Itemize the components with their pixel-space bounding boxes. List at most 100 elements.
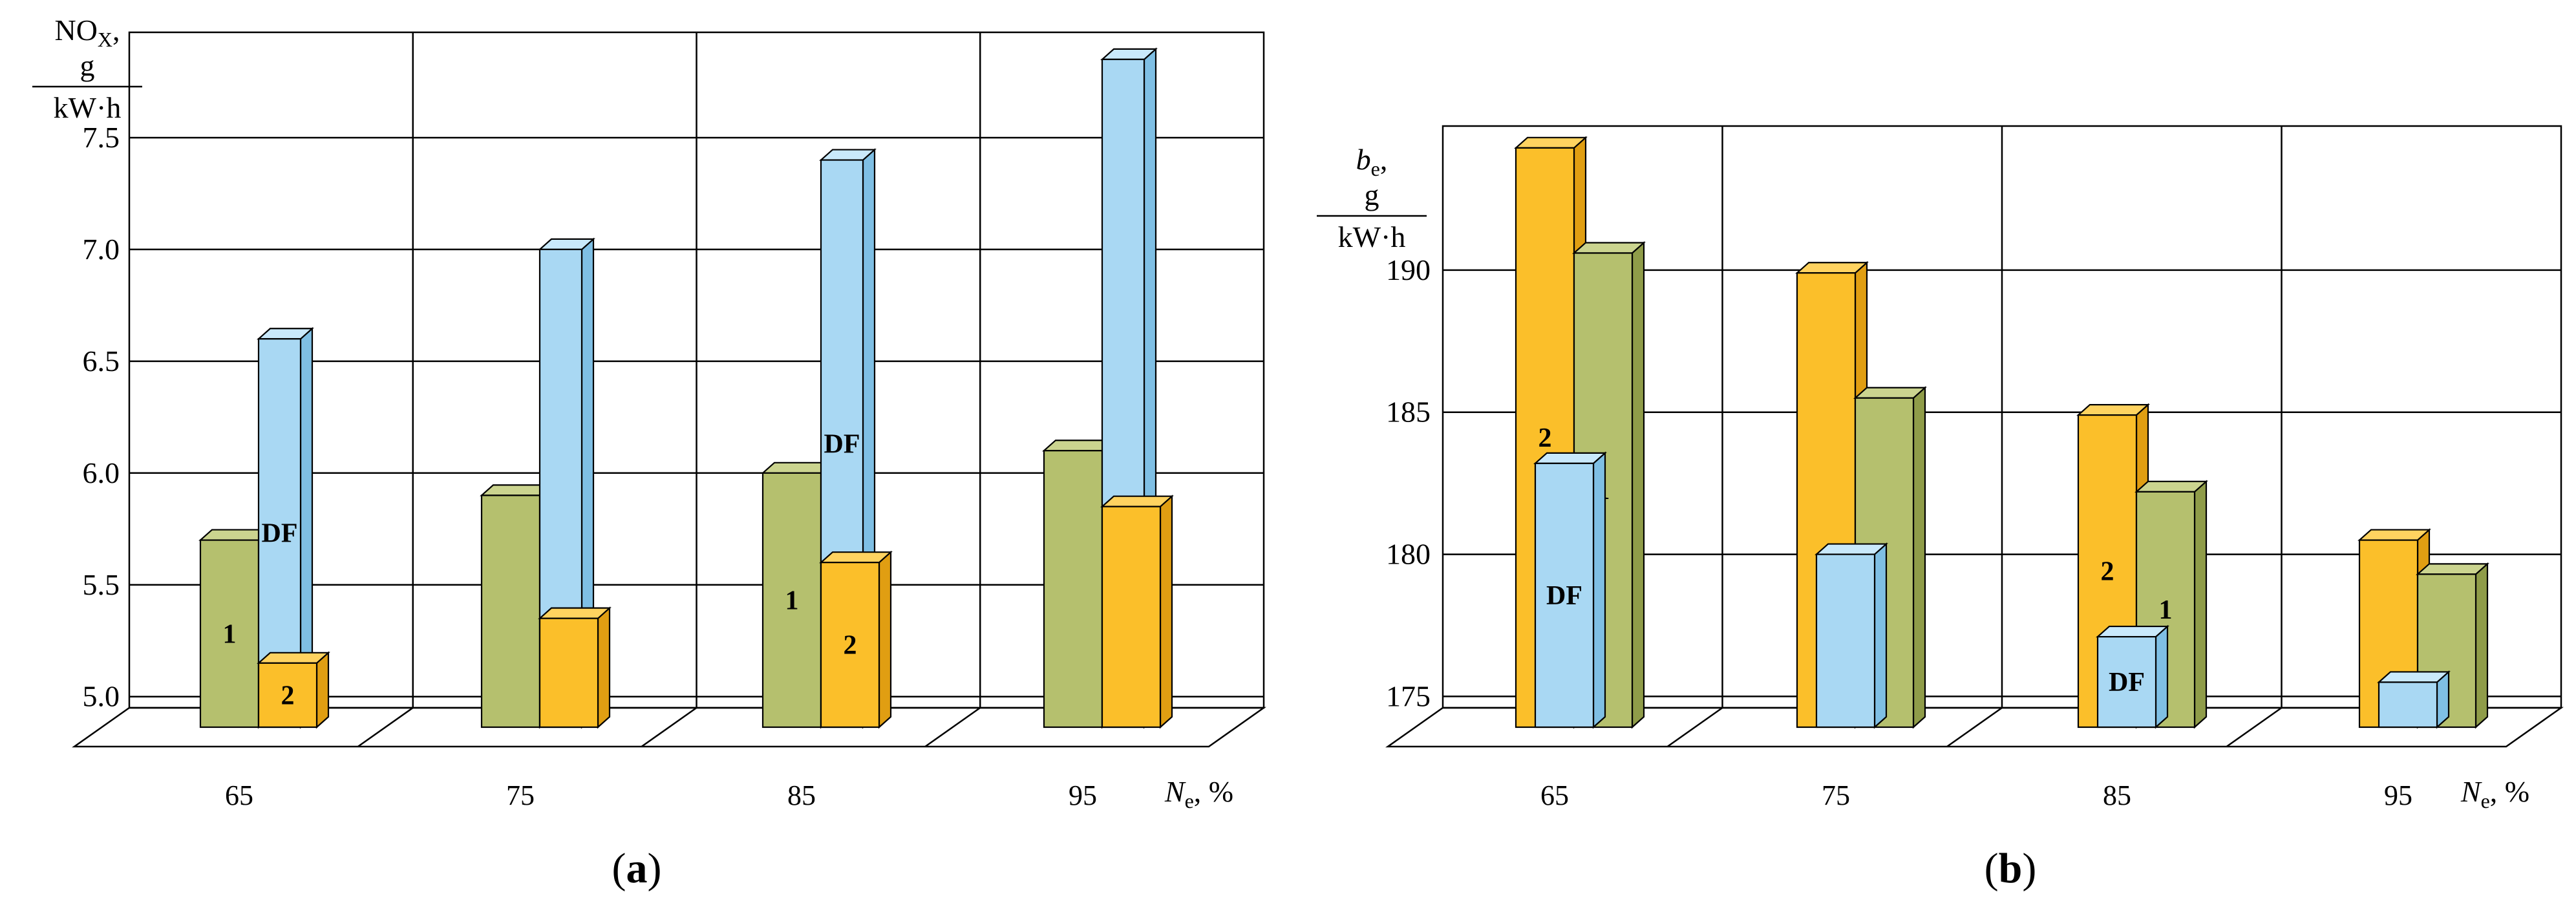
bar-series-2 [257,662,318,728]
caption-open-paren: ( [612,845,626,892]
y-axis-title-sub: X [98,28,112,51]
panel-caption: (a) [612,845,662,892]
bar-top [2134,480,2208,493]
y-tick-label: 5.0 [83,680,120,713]
bar-series-DF [1815,553,1876,728]
x-axis-title-main: N [1164,775,1186,808]
y-axis-title-comma: , [1380,143,1388,176]
series-label: DF [262,519,298,549]
bar-series-DF [2096,635,2157,728]
bar-side [1873,542,1888,729]
y-axis-unit-denominator: kW·h [54,91,122,124]
y-axis-title: NOX, [54,14,120,51]
bar-series-2 [538,617,599,728]
bar-top [1815,543,1888,555]
y-axis-title-sub: e [1371,157,1380,180]
caption-close-paren: ) [2022,845,2036,892]
bar-series-2 [1101,505,1162,728]
bar-top [1572,242,1646,254]
floor-divider [2226,706,2283,748]
y-tick-label: 185 [1386,396,1431,429]
bar-top [1795,262,1869,274]
floor-divider [1666,706,1723,748]
x-tick-label: 75 [1822,780,1850,811]
bar-top [1853,387,1927,399]
x-axis-title-sub: e [1185,789,1194,813]
x-tick-label: 65 [1540,780,1569,811]
bar-side [1631,241,1645,729]
y-axis-unit-denominator: kW·h [1338,220,1406,253]
x-tick-label: 85 [2103,780,2131,811]
caption-letter: b [1999,845,2023,892]
bar-series-1 [761,472,822,728]
y-axis-title-main: b [1356,143,1371,176]
floor-divider [357,706,414,748]
x-axis-title-sub: e [2481,789,2490,813]
series-label: 2 [844,631,857,661]
bar-top [2076,404,2150,416]
series-label: 1 [2159,595,2173,625]
caption-close-paren: ) [648,845,662,892]
bar-side [2193,480,2208,729]
y-tick-label: 190 [1386,253,1431,286]
floor-divider [924,706,981,748]
x-axis-title-unit: , % [2490,775,2529,808]
bar-top [2377,671,2451,683]
caption-open-paren: ( [1985,845,1999,892]
bar-series-DF [1534,462,1595,728]
y-tick-label: 6.0 [83,456,120,489]
bar-top [1100,495,1174,507]
x-tick-label: 95 [1069,780,1097,811]
panel-b: 17518018519021DF657521DF8595be,gkW·hNe, … [1317,125,2564,892]
x-axis-title-unit: , % [1194,775,1233,808]
bar-top [257,652,330,664]
y-axis-unit-numerator: g [1365,178,1379,211]
y-tick-label: 5.5 [83,568,120,601]
x-tick-label: 75 [506,780,535,811]
y-tick-label: 180 [1386,538,1431,571]
x-axis-title: Ne, % [1164,775,1233,813]
series-label: 2 [2101,557,2114,587]
y-tick-label: 6.5 [83,345,120,377]
series-label: DF [824,429,860,459]
bar-top [819,551,893,564]
caption-letter: a [626,845,648,892]
bar-series-1 [480,494,541,728]
bar-side [1159,494,1173,729]
floor-divider [1946,706,2003,748]
floor-divider [641,706,697,748]
bar-side [315,651,330,729]
bar-top [2096,625,2169,638]
bar-top [1514,136,1588,149]
series-label: 1 [785,586,799,615]
x-axis-title: Ne, % [2460,775,2529,813]
bar-top [2358,529,2431,541]
series-label: DF [1546,581,1582,611]
series-label: DF [2109,668,2145,697]
y-axis-unit-numerator: g [80,49,95,82]
panel-caption: (b) [1985,845,2037,892]
bar-side [1592,451,1606,729]
y-axis-title: be, [1356,143,1388,180]
x-tick-label: 85 [787,780,816,811]
y-tick-label: 7.0 [83,233,120,266]
series-label: 2 [281,681,295,710]
y-tick-label: 7.5 [83,121,120,154]
bar-series-2 [820,562,880,728]
y-axis-title-main: NO [54,14,97,47]
bar-series-1 [1043,450,1103,728]
y-tick-label: 175 [1386,679,1431,712]
x-tick-label: 95 [2384,780,2412,811]
bar-series-DF [2378,681,2438,728]
series-label: 1 [223,619,237,649]
x-axis-title-main: N [2460,775,2482,808]
x-tick-label: 65 [225,780,253,811]
bar-top [2416,563,2489,575]
y-axis-title-comma: , [112,14,120,47]
bar-side [597,606,611,729]
bar-top [538,607,612,619]
series-label: 2 [1538,423,1552,453]
bar-side [2155,624,2169,729]
